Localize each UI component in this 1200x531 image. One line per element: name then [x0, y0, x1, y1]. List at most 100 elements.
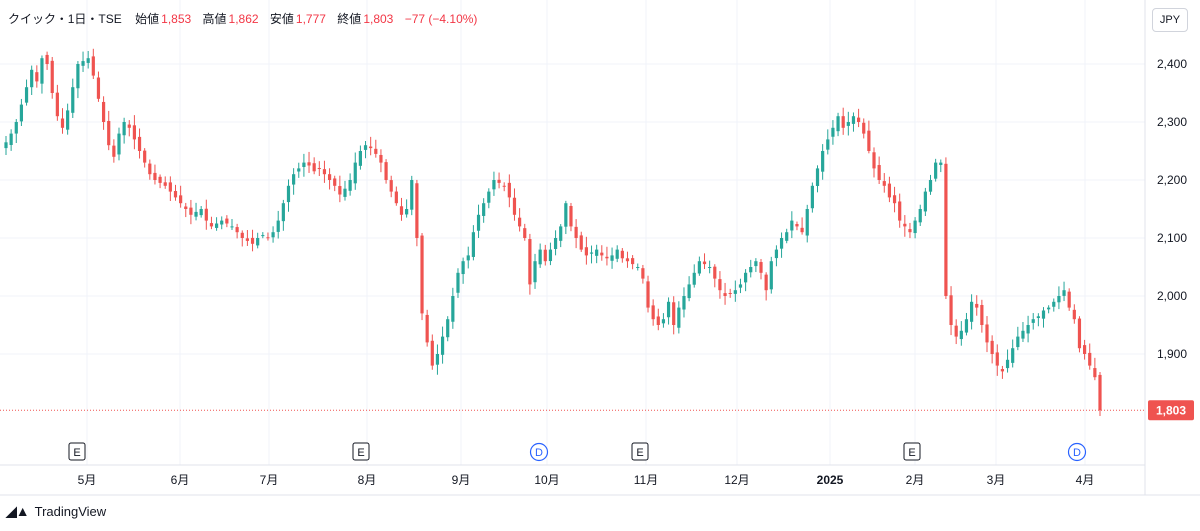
candle-body: [389, 180, 393, 192]
dividend-marker-icon[interactable]: [529, 442, 549, 462]
symbol-label[interactable]: クイック・1日・TSE: [8, 12, 122, 26]
candle-body: [1057, 296, 1061, 303]
candle-body: [76, 64, 80, 89]
candle-body: [934, 162, 938, 179]
candle-body: [266, 237, 270, 239]
candle-body: [779, 238, 784, 249]
candle-body: [410, 180, 414, 210]
candle-body: [887, 183, 892, 198]
candle-body: [1011, 348, 1015, 363]
candle-body: [795, 224, 799, 227]
y-tick-label: 2,300: [1157, 115, 1187, 129]
earnings-marker-icon[interactable]: [903, 442, 921, 461]
candle-body: [40, 58, 44, 84]
candle-body: [353, 162, 357, 184]
candle-body: [369, 146, 373, 149]
candle-body: [1005, 359, 1010, 369]
candle-body: [584, 247, 588, 256]
earnings-marker-label: E: [636, 447, 643, 459]
candle-body: [261, 235, 265, 237]
candle-body: [122, 122, 126, 136]
close-value: 1,803: [363, 12, 394, 26]
candle-body: [800, 227, 804, 233]
candle-body: [446, 319, 450, 338]
candle-body: [50, 60, 54, 93]
candle-body: [148, 163, 152, 175]
candle-body: [713, 266, 717, 279]
candle-body: [204, 208, 208, 221]
candle-body: [456, 272, 460, 293]
candle-body: [507, 182, 511, 198]
y-tick-label: 1,900: [1157, 347, 1187, 361]
x-tick-label: 9月: [452, 473, 471, 487]
candle-body: [990, 340, 994, 354]
dividend-marker-icon[interactable]: [1067, 442, 1087, 462]
candle-body: [487, 191, 491, 203]
candle-body: [466, 255, 470, 261]
candle-body: [548, 249, 553, 262]
tradingview-brand[interactable]: ◢▲ TradingView: [6, 503, 106, 520]
candle-body: [1031, 319, 1035, 323]
earnings-marker-icon[interactable]: [631, 442, 649, 461]
earnings-marker-label: E: [73, 447, 80, 459]
candle-body: [35, 72, 39, 82]
candle-body: [96, 77, 101, 99]
candle-body: [708, 267, 712, 268]
candle-body: [1047, 307, 1051, 310]
candle-body: [661, 319, 666, 324]
candle-body: [225, 218, 229, 224]
candle-body: [81, 61, 85, 66]
candle-body: [1026, 325, 1030, 334]
candle-body: [1021, 330, 1025, 339]
x-tick-label: 2025: [817, 473, 844, 487]
candle-body: [292, 174, 296, 185]
earnings-marker-icon[interactable]: [68, 442, 86, 461]
currency-button[interactable]: JPY: [1152, 8, 1188, 32]
x-tick-label: 10月: [534, 473, 559, 487]
candle-body: [846, 122, 850, 126]
candle-body: [615, 249, 619, 259]
candle-body: [1041, 310, 1046, 319]
candle-body: [476, 214, 481, 231]
candle-body: [826, 139, 830, 150]
candle-body: [523, 228, 527, 238]
x-tick-label: 11月: [634, 473, 658, 487]
earnings-marker-label: E: [357, 447, 364, 459]
candle-body: [723, 293, 727, 296]
candle-body: [533, 261, 537, 283]
candle-body: [374, 148, 378, 154]
earnings-marker-icon[interactable]: [352, 442, 370, 461]
candle-body: [132, 125, 137, 140]
candle-body: [492, 180, 496, 190]
candle-body: [666, 301, 671, 318]
candle-body: [764, 274, 768, 291]
candle-body: [553, 238, 558, 249]
candle-body: [379, 154, 383, 163]
candle-body: [959, 330, 963, 340]
candle-body: [543, 249, 547, 262]
candle-body: [440, 336, 445, 355]
y-tick-label: 2,200: [1157, 173, 1187, 187]
candle-body: [625, 258, 630, 262]
candle-body: [482, 203, 486, 216]
candle-body: [1052, 301, 1056, 307]
candle-body: [641, 268, 645, 279]
candle-body: [687, 284, 691, 299]
candle-body: [107, 120, 111, 146]
candle-body: [841, 116, 845, 128]
candle-body: [179, 195, 183, 204]
candle-body: [810, 185, 814, 209]
close-label: 終値: [337, 12, 362, 26]
candle-body: [1093, 368, 1097, 378]
candle-body: [564, 203, 568, 227]
candle-body: [394, 191, 398, 204]
candle-body: [461, 261, 465, 275]
candle-body: [1082, 345, 1087, 354]
candle-body: [199, 209, 203, 216]
candle-body: [66, 110, 70, 130]
candle-body: [14, 122, 18, 134]
x-tick-label: 6月: [171, 473, 190, 487]
candle-body: [327, 174, 332, 180]
